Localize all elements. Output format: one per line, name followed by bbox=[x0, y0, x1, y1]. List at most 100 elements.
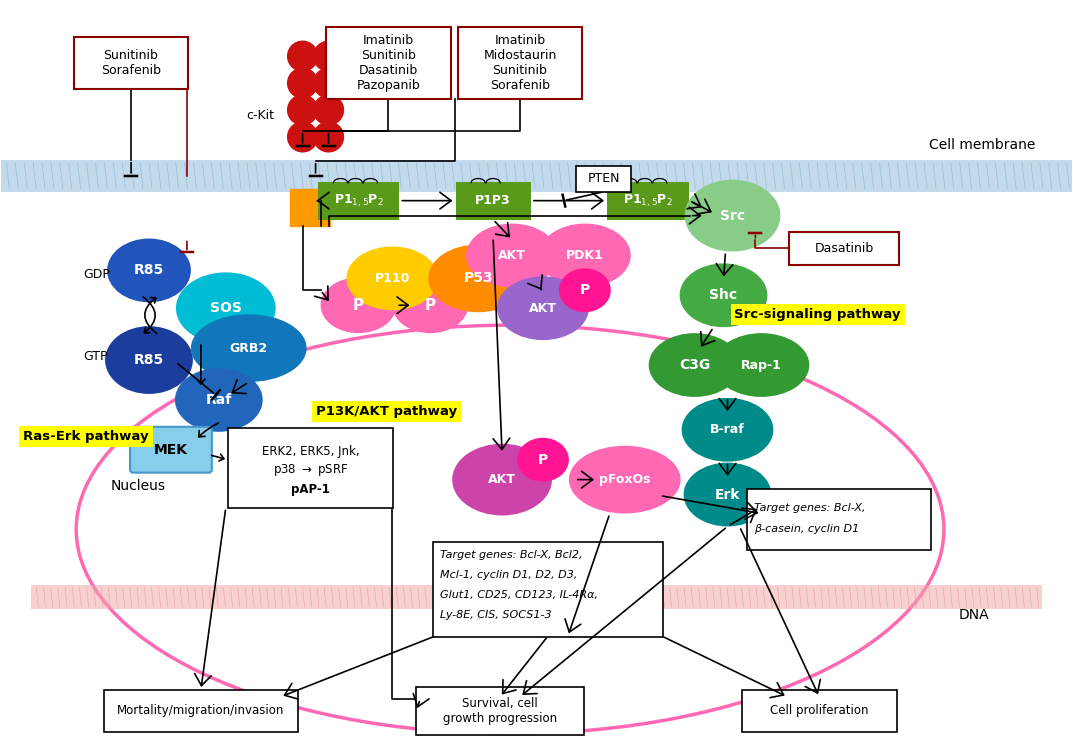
Circle shape bbox=[288, 122, 318, 152]
Bar bbox=[229, 428, 393, 508]
Ellipse shape bbox=[649, 333, 740, 397]
Bar bbox=[308, 206, 329, 225]
Text: p38 $\rightarrow$ pSRF: p38 $\rightarrow$ pSRF bbox=[273, 461, 349, 478]
Circle shape bbox=[313, 68, 343, 98]
Text: Glut1, CD25, CD123, IL-4Rα,: Glut1, CD25, CD123, IL-4Rα, bbox=[440, 590, 599, 600]
Text: Survival, cell
growth progression: Survival, cell growth progression bbox=[443, 697, 557, 725]
Ellipse shape bbox=[684, 463, 771, 527]
Ellipse shape bbox=[539, 223, 631, 288]
Ellipse shape bbox=[679, 264, 767, 327]
Bar bbox=[607, 182, 689, 219]
Text: P: P bbox=[538, 452, 548, 467]
Bar bbox=[104, 690, 298, 732]
Bar bbox=[416, 687, 584, 735]
Ellipse shape bbox=[466, 223, 558, 288]
Ellipse shape bbox=[176, 273, 276, 344]
Ellipse shape bbox=[428, 244, 528, 312]
Ellipse shape bbox=[569, 446, 680, 514]
Ellipse shape bbox=[105, 326, 193, 394]
Text: Src: Src bbox=[720, 208, 745, 222]
Text: Shc: Shc bbox=[709, 288, 737, 303]
Text: Imatinib
Sunitinib
Dasatinib
Pazopanib: Imatinib Sunitinib Dasatinib Pazopanib bbox=[356, 34, 421, 92]
Text: Src-signaling pathway: Src-signaling pathway bbox=[735, 308, 901, 321]
Text: Nucleus: Nucleus bbox=[112, 479, 166, 493]
Text: pFoxOs: pFoxOs bbox=[599, 473, 650, 486]
Circle shape bbox=[313, 95, 343, 125]
Text: GDP: GDP bbox=[84, 268, 111, 282]
Ellipse shape bbox=[347, 246, 438, 310]
Text: C3G: C3G bbox=[679, 358, 710, 372]
Text: Cell membrane: Cell membrane bbox=[929, 138, 1035, 152]
Bar bbox=[458, 27, 583, 99]
Bar bbox=[31, 585, 1042, 609]
Bar bbox=[1, 160, 1072, 192]
Bar bbox=[576, 166, 631, 192]
Text: P: P bbox=[579, 283, 590, 297]
Text: SOS: SOS bbox=[210, 301, 241, 315]
Text: Rap-1: Rap-1 bbox=[741, 359, 782, 372]
Text: P: P bbox=[353, 298, 364, 313]
Ellipse shape bbox=[681, 398, 774, 461]
Ellipse shape bbox=[517, 437, 569, 482]
Text: Target genes: Bcl-X,: Target genes: Bcl-X, bbox=[754, 503, 866, 512]
Text: β-casein, cyclin D1: β-casein, cyclin D1 bbox=[754, 524, 859, 535]
Text: B-raf: B-raf bbox=[710, 423, 745, 437]
Text: GTP: GTP bbox=[84, 350, 107, 363]
Bar bbox=[456, 182, 530, 219]
Text: PTEN: PTEN bbox=[588, 172, 620, 185]
Bar bbox=[741, 690, 897, 732]
Ellipse shape bbox=[175, 368, 263, 431]
Text: DNA: DNA bbox=[959, 608, 989, 622]
Bar bbox=[790, 231, 899, 265]
Ellipse shape bbox=[191, 315, 307, 382]
Text: Mortality/migration/invasion: Mortality/migration/invasion bbox=[117, 704, 284, 718]
Text: P13K/AKT pathway: P13K/AKT pathway bbox=[315, 405, 457, 418]
Text: Mcl-1, cyclin D1, D2, D3,: Mcl-1, cyclin D1, D2, D3, bbox=[440, 570, 577, 580]
Text: Cell proliferation: Cell proliferation bbox=[770, 704, 868, 718]
Text: P1P3: P1P3 bbox=[475, 194, 511, 207]
Text: Erk: Erk bbox=[715, 488, 740, 502]
Text: Raf: Raf bbox=[206, 393, 232, 407]
Text: R85: R85 bbox=[134, 353, 164, 367]
Bar bbox=[74, 37, 189, 89]
Bar bbox=[290, 206, 311, 225]
Ellipse shape bbox=[393, 277, 468, 333]
Bar bbox=[318, 182, 399, 219]
Text: Imatinib
Midostaurin
Sunitinib
Sorafenib: Imatinib Midostaurin Sunitinib Sorafenib bbox=[483, 34, 557, 92]
Circle shape bbox=[288, 68, 318, 98]
Text: P1$_{1,5}$P$_2$: P1$_{1,5}$P$_2$ bbox=[622, 192, 673, 209]
Text: PDK1: PDK1 bbox=[565, 249, 604, 262]
Circle shape bbox=[288, 41, 318, 71]
Circle shape bbox=[288, 95, 318, 125]
Text: P110: P110 bbox=[374, 272, 410, 285]
Text: P53: P53 bbox=[464, 271, 493, 285]
Ellipse shape bbox=[685, 180, 780, 252]
Text: Ly-8E, CIS, SOCS1-3: Ly-8E, CIS, SOCS1-3 bbox=[440, 610, 552, 620]
Text: GRB2: GRB2 bbox=[230, 342, 268, 354]
Text: Target genes: Bcl-X, Bcl2,: Target genes: Bcl-X, Bcl2, bbox=[440, 551, 583, 560]
Text: pAP-1: pAP-1 bbox=[291, 483, 330, 496]
Text: Sunitinib
Sorafenib: Sunitinib Sorafenib bbox=[101, 49, 161, 77]
Text: Ras-Erk pathway: Ras-Erk pathway bbox=[24, 430, 149, 443]
Bar bbox=[747, 488, 931, 551]
Text: Dasatinib: Dasatinib bbox=[814, 242, 873, 255]
Text: c-Kit: c-Kit bbox=[247, 109, 275, 122]
Text: AKT: AKT bbox=[488, 473, 516, 486]
Ellipse shape bbox=[714, 333, 809, 397]
Text: P: P bbox=[425, 298, 436, 313]
Circle shape bbox=[313, 122, 343, 152]
Bar bbox=[326, 27, 451, 99]
Text: MEK: MEK bbox=[153, 443, 188, 457]
Ellipse shape bbox=[321, 277, 396, 333]
Ellipse shape bbox=[559, 268, 611, 312]
Ellipse shape bbox=[107, 238, 191, 303]
Bar bbox=[290, 189, 311, 209]
Text: ERK2, ERK5, Jnk,: ERK2, ERK5, Jnk, bbox=[262, 445, 359, 458]
Circle shape bbox=[313, 41, 343, 71]
Bar bbox=[433, 542, 663, 637]
Ellipse shape bbox=[497, 276, 589, 340]
Ellipse shape bbox=[452, 443, 552, 515]
Text: R85: R85 bbox=[134, 264, 164, 277]
Bar bbox=[308, 189, 329, 209]
Text: AKT: AKT bbox=[498, 249, 526, 262]
